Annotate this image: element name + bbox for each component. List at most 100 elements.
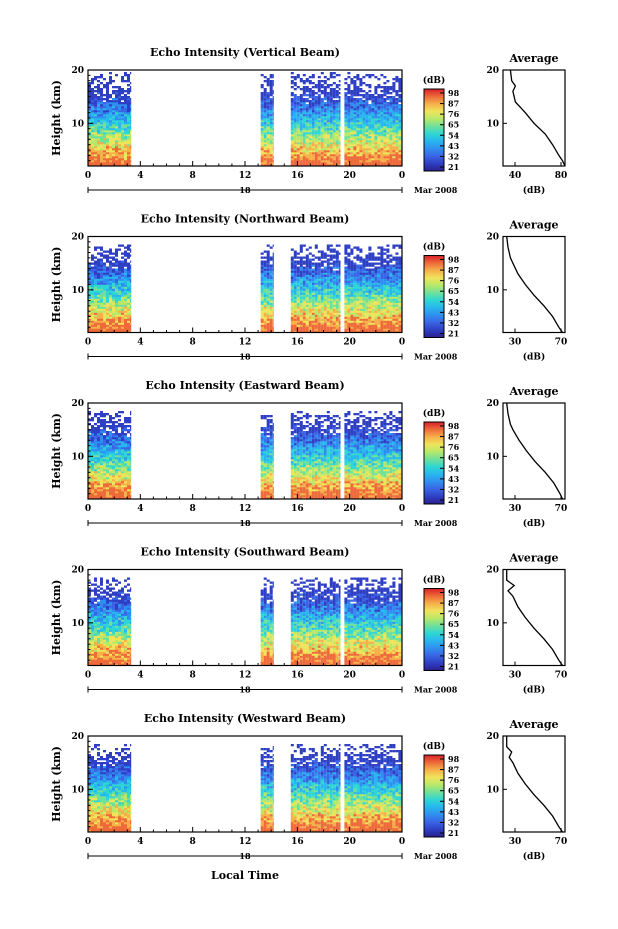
colorbar-tick-label: 32 <box>448 484 459 494</box>
x-tick-label: 16 <box>291 338 304 348</box>
colorbar-tick-label: 43 <box>448 307 460 317</box>
average-frame <box>502 735 566 833</box>
colorbar-tick-label: 87 <box>448 99 459 109</box>
average-title: Average <box>508 385 558 398</box>
x-tick-label: 20 <box>343 837 356 847</box>
x-tick-label: 0 <box>85 338 91 348</box>
x-tick-label: 20 <box>343 338 356 348</box>
x-tick-label: 8 <box>190 171 196 181</box>
colorbar <box>423 421 445 505</box>
x-tick-label: 20 <box>343 171 356 181</box>
y-axis-label: Height (km) <box>50 80 63 156</box>
avg-x-tick-label: 30 <box>509 338 522 348</box>
colorbar-unit: (dB) <box>423 75 445 86</box>
date-label: Mar 2008 <box>414 851 458 861</box>
colorbar-tick-label: 98 <box>448 421 460 431</box>
heatmap <box>88 744 402 833</box>
y-tick-label: 10 <box>71 286 84 296</box>
average-title: Average <box>508 219 558 232</box>
x-tick-label: 20 <box>343 671 356 681</box>
avg-y-tick-label: 20 <box>486 399 499 409</box>
colorbar-tick-label: 98 <box>448 88 460 98</box>
day-label: 18 <box>239 185 251 195</box>
y-tick-label: 20 <box>71 233 84 243</box>
heatmap <box>88 411 402 500</box>
x-tick-label: 4 <box>137 338 143 348</box>
average-profile-line <box>506 569 564 666</box>
colorbar-tick-label: 98 <box>448 255 460 265</box>
x-tick-label: 0 <box>399 837 405 847</box>
x-tick-label: 12 <box>239 671 252 681</box>
colorbar-unit: (dB) <box>423 741 445 752</box>
y-tick-label: 10 <box>71 452 84 462</box>
x-tick-label: 0 <box>85 837 91 847</box>
y-tick-label: 10 <box>71 619 84 629</box>
colorbar-tick-label: 54 <box>448 130 460 140</box>
date-label: Mar 2008 <box>414 685 458 695</box>
colorbar-tick-label: 76 <box>448 442 460 452</box>
avg-x-tick-label: 30 <box>509 837 522 847</box>
x-tick-label: 16 <box>291 837 304 847</box>
x-tick-label: 4 <box>137 671 143 681</box>
panel-5: Echo Intensity (Westward Beam) 20 10 Height… <box>50 712 567 862</box>
x-tick-label: 0 <box>85 504 91 514</box>
colorbar-tick-label: 21 <box>448 329 459 339</box>
x-tick-label: 12 <box>239 171 252 181</box>
colorbar-tick-label: 32 <box>448 817 459 827</box>
x-tick-label: 4 <box>137 504 143 514</box>
average-frame <box>502 235 566 334</box>
avg-x-tick-label: 30 <box>509 671 522 681</box>
avg-y-tick-label: 20 <box>486 566 499 576</box>
day-label: 18 <box>239 685 251 695</box>
heatmap <box>88 577 402 666</box>
avg-y-tick-label: 10 <box>486 119 499 129</box>
average-profile-line <box>506 402 564 500</box>
colorbar-tick-label: 32 <box>448 651 459 661</box>
colorbar-tick-label: 98 <box>448 588 460 598</box>
colorbar-tick-label: 43 <box>448 141 460 151</box>
colorbar-tick-label: 21 <box>448 828 459 838</box>
x-tick-label: 12 <box>239 338 252 348</box>
avg-y-tick-label: 20 <box>486 66 499 76</box>
panel-title: Echo Intensity (Westward Beam) <box>144 712 346 725</box>
panel-2: Echo Intensity (Northward Beam) 20 10 Heigh… <box>50 213 567 363</box>
x-tick-label: 0 <box>399 504 405 514</box>
y-tick-label: 10 <box>71 119 84 129</box>
colorbar <box>423 255 445 338</box>
average-x-label: (dB) <box>523 185 545 196</box>
average-x-label: (dB) <box>523 352 545 363</box>
panel-3: Echo Intensity (Eastward Beam) 20 10 Height… <box>50 379 567 529</box>
colorbar-tick-label: 65 <box>448 786 459 796</box>
panel-4: Echo Intensity (Southward Beam) 20 10 Heigh… <box>50 546 567 696</box>
x-tick-label: 16 <box>291 171 304 181</box>
day-label: 18 <box>239 518 251 528</box>
average-title: Average <box>508 52 558 65</box>
y-axis-label: Height (km) <box>50 413 63 489</box>
average-x-label: (dB) <box>523 518 545 529</box>
colorbar-tick-label: 65 <box>448 619 459 629</box>
avg-x-tick-label: 70 <box>555 504 568 514</box>
avg-y-tick-label: 10 <box>486 619 499 629</box>
average-frame <box>502 402 566 500</box>
x-tick-label: 20 <box>343 504 356 514</box>
y-axis-label: Height (km) <box>50 746 63 822</box>
average-x-label: (dB) <box>523 851 545 862</box>
y-tick-label: 20 <box>71 566 84 576</box>
avg-y-tick-label: 10 <box>486 286 499 296</box>
x-tick-label: 0 <box>399 671 405 681</box>
panel-title: Echo Intensity (Northward Beam) <box>141 213 350 226</box>
colorbar-tick-label: 43 <box>448 807 460 817</box>
average-frame <box>502 69 566 167</box>
x-tick-label: 12 <box>239 504 252 514</box>
y-axis-label: Height (km) <box>50 247 63 323</box>
x-tick-label: 4 <box>137 837 143 847</box>
avg-x-tick-label: 70 <box>555 338 568 348</box>
x-tick-label: 8 <box>190 504 196 514</box>
colorbar-tick-label: 65 <box>448 120 459 130</box>
colorbar-tick-label: 54 <box>448 630 460 640</box>
average-frame <box>502 568 566 667</box>
y-axis-label: Height (km) <box>50 580 63 656</box>
y-tick-label: 20 <box>71 399 84 409</box>
colorbar-unit: (dB) <box>423 575 445 586</box>
